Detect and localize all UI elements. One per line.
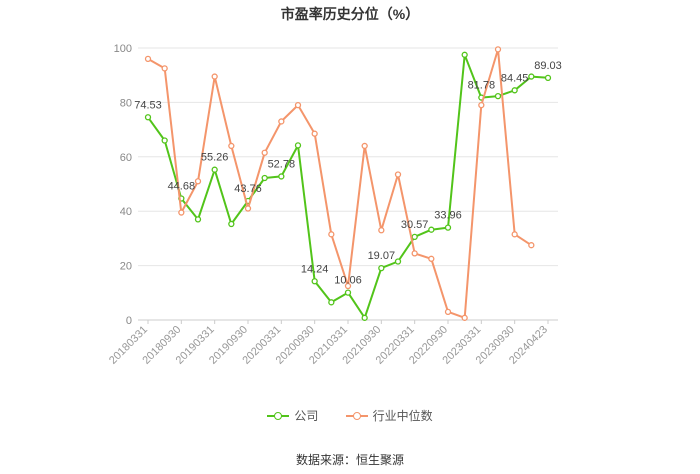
- data-point: [228, 142, 235, 150]
- y-tick-label: 40: [120, 206, 132, 218]
- series-company: [144, 51, 552, 321]
- legend-item-industry-median[interactable]: 行业中位数: [345, 407, 433, 424]
- data-label: 44.68: [168, 180, 196, 192]
- data-point: [161, 137, 168, 144]
- y-tick-label: 60: [120, 152, 132, 164]
- legend-industry-swatch: [345, 411, 368, 421]
- data-point: [444, 224, 452, 231]
- data-point: [544, 74, 552, 81]
- y-tick-label: 0: [126, 315, 132, 327]
- data-point: [394, 258, 402, 265]
- data-point: [361, 314, 368, 321]
- data-label: 10.06: [334, 275, 362, 287]
- data-point: [461, 314, 468, 321]
- data-point: [211, 166, 218, 173]
- x-axis-ticks: 2018033120180930201903312019093020200331…: [107, 320, 550, 367]
- data-label: 81.78: [468, 80, 496, 92]
- data-label: 84.45: [501, 72, 529, 84]
- data-labels: 74.53 44.68 55.26 43.76 52.78 14.24 10.06 19.07…: [134, 60, 562, 287]
- data-point: [244, 205, 252, 212]
- data-point: [178, 209, 185, 216]
- y-tick-label: 100: [114, 43, 132, 55]
- data-label: 43.76: [234, 183, 262, 195]
- data-point: [528, 73, 535, 80]
- data-point: [411, 250, 418, 257]
- series-lines: [144, 46, 552, 321]
- series-line: [147, 48, 532, 319]
- data-point: [511, 87, 518, 94]
- legend-item-company[interactable]: 公司: [267, 407, 318, 424]
- chart-title: 市盈率历史分位（%）: [280, 6, 420, 22]
- data-point: [361, 142, 368, 150]
- series-industry-median: [144, 46, 535, 321]
- data-point: [194, 178, 202, 185]
- data-point: [278, 118, 285, 125]
- data-label: 89.03: [534, 60, 562, 72]
- data-point: [294, 101, 302, 109]
- data-point: [428, 255, 435, 262]
- data-point: [194, 216, 202, 223]
- data-point: [211, 73, 218, 80]
- data-label: 14.24: [301, 263, 329, 275]
- data-label: 52.78: [268, 158, 296, 170]
- legend-company-label: 公司: [294, 409, 319, 423]
- data-point: [344, 289, 352, 296]
- data-point: [478, 101, 485, 109]
- data-source: 数据来源：恒生聚源: [295, 453, 404, 467]
- y-tick-label: 20: [120, 261, 132, 273]
- data-point: [428, 226, 435, 233]
- data-label: 19.07: [368, 250, 396, 262]
- data-label: 33.96: [434, 210, 462, 222]
- line-chart: 0 20 40 60 80 100 201803312018093020190331201…: [107, 43, 562, 367]
- data-point: [311, 130, 318, 137]
- data-point: [461, 51, 468, 58]
- data-point: [161, 65, 168, 72]
- data-point: [528, 242, 535, 249]
- data-point: [344, 282, 352, 290]
- data-point: [261, 174, 268, 182]
- grid-lines: [138, 47, 558, 267]
- data-point: [378, 264, 385, 272]
- data-point: [411, 233, 418, 240]
- data-point: [328, 231, 335, 238]
- data-point: [328, 299, 335, 306]
- data-label: 74.53: [134, 99, 162, 111]
- legend: 公司 行业中位数: [0, 407, 700, 424]
- data-point: [311, 278, 318, 285]
- data-label: 55.26: [201, 152, 229, 164]
- data-point: [144, 114, 152, 121]
- data-point: [278, 173, 285, 180]
- data-point: [294, 142, 302, 149]
- legend-company-swatch: [267, 411, 290, 421]
- data-point: [228, 220, 235, 228]
- legend-industry-label: 行业中位数: [372, 409, 433, 423]
- data-point: [494, 46, 502, 53]
- data-point: [144, 55, 152, 63]
- data-point: [444, 308, 452, 315]
- data-point: [511, 231, 518, 238]
- data-point: [261, 149, 268, 156]
- data-point: [394, 171, 402, 178]
- data-point: [378, 227, 385, 234]
- y-tick-label: 80: [120, 97, 132, 109]
- data-point: [494, 92, 502, 100]
- y-axis-ticks: 0 20 40 60 80 100: [114, 43, 132, 327]
- data-label: 30.57: [401, 219, 429, 231]
